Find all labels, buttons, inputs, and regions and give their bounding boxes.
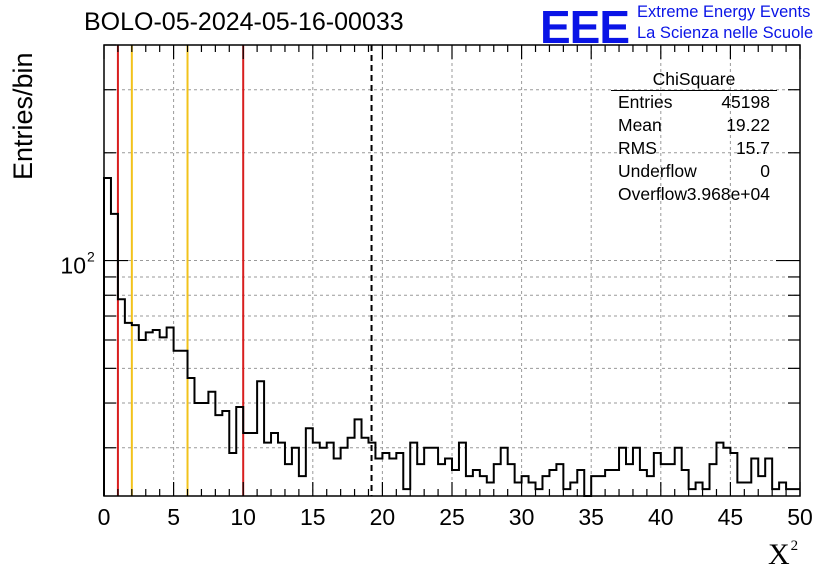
stats-row-rms: RMS 15.7 <box>611 137 777 160</box>
stats-key: Overflow <box>618 184 688 204</box>
logo-mark: EEE <box>540 1 630 53</box>
grid-lines <box>104 44 800 496</box>
x-tick-label: 25 <box>439 504 465 530</box>
x-tick-label: 15 <box>300 504 326 530</box>
stats-value: 45198 <box>721 92 770 112</box>
x-tick-label: 40 <box>648 504 674 530</box>
stats-key: Underflow <box>618 161 697 181</box>
x-tick-label: 30 <box>509 504 535 530</box>
stats-key: Mean <box>618 115 662 135</box>
stats-row-underflow: Underflow 0 <box>611 160 777 183</box>
stats-row-overflow: Overflow 3.968e+04 <box>611 183 777 206</box>
x-tick-label: 0 <box>98 504 111 530</box>
stats-row-entries: Entries 45198 <box>611 91 777 114</box>
chart-title: BOLO-05-2024-05-16-00033 <box>84 8 404 36</box>
stats-box: ChiSquare Entries 45198 Mean 19.22 RMS 1… <box>611 68 777 206</box>
y-tick-label-exponent: 2 <box>87 249 95 265</box>
reference-lines <box>116 45 373 496</box>
stats-value: 19.22 <box>726 115 770 135</box>
x-axis-label-exponent: 2 <box>790 538 799 554</box>
x-tick-label: 35 <box>578 504 604 530</box>
x-tick-label: 20 <box>370 504 396 530</box>
x-tick-label: 45 <box>718 504 744 530</box>
stats-value: 0 <box>760 161 770 181</box>
x-axis-label-base: X <box>768 538 790 571</box>
histogram-outline <box>103 177 800 497</box>
stats-key: Entries <box>618 92 673 112</box>
y-axis-label: Entries/bin <box>8 52 38 180</box>
axis-ticks <box>103 44 801 496</box>
y-tick-label: 10 <box>60 253 86 279</box>
x-axis-label: X2 <box>768 538 798 572</box>
stats-title: ChiSquare <box>611 68 777 91</box>
logo-line-2: La Scienza nelle Scuole <box>637 24 814 42</box>
x-tick-label: 5 <box>167 504 180 530</box>
x-tick-label: 10 <box>230 504 256 530</box>
stats-value: 15.7 <box>735 138 770 158</box>
x-tick-label: 50 <box>787 504 813 530</box>
logo-line-1: Extreme Energy Events <box>637 3 811 21</box>
stats-value: 3.968e+04 <box>686 184 770 204</box>
stats-row-mean: Mean 19.22 <box>611 114 777 137</box>
stats-key: RMS <box>618 138 657 158</box>
